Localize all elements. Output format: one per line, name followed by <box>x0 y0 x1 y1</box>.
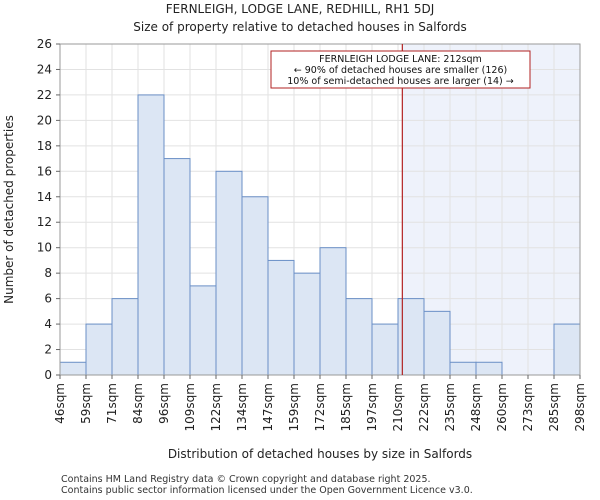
y-tick-label: 6 <box>44 292 52 306</box>
footer-licence: Contains public sector information licen… <box>61 485 473 496</box>
y-tick-label: 10 <box>37 241 52 255</box>
histogram-bar <box>85 323 113 376</box>
x-tick-label: 248sqm <box>469 383 483 431</box>
x-tick-label: 59sqm <box>79 383 93 424</box>
histogram-bar <box>319 247 347 376</box>
x-tick-label: 172sqm <box>313 383 327 431</box>
histogram-bar <box>215 170 243 376</box>
histogram-bar <box>189 285 217 376</box>
x-tick-label: 222sqm <box>417 383 431 431</box>
x-tick-label: 71sqm <box>105 383 119 424</box>
x-tick-label: 210sqm <box>391 383 405 431</box>
histogram-bar <box>163 158 191 376</box>
x-tick-label: 84sqm <box>131 383 145 424</box>
x-tick-label: 235sqm <box>443 383 457 431</box>
x-tick-label: 285sqm <box>547 383 561 431</box>
y-tick-label: 20 <box>37 113 52 127</box>
x-tick-label: 159sqm <box>287 383 301 431</box>
histogram-bar <box>111 298 139 376</box>
y-tick-label: 12 <box>37 215 52 229</box>
y-tick-label: 26 <box>37 37 52 51</box>
y-tick-label: 14 <box>37 190 52 204</box>
x-tick-label: 185sqm <box>339 383 353 431</box>
y-tick-label: 18 <box>37 139 52 153</box>
x-tick-label: 46sqm <box>53 383 67 424</box>
histogram-bar <box>345 298 373 376</box>
chart-title: FERNLEIGH, LODGE LANE, REDHILL, RH1 5DJ <box>165 2 435 16</box>
histogram-bar <box>267 259 295 376</box>
histogram-bar <box>553 323 581 376</box>
histogram-bar <box>371 323 399 376</box>
x-tick-label: 298sqm <box>573 383 587 431</box>
histogram-bar <box>449 361 477 376</box>
y-tick-label: 24 <box>37 62 52 76</box>
annotation-line: 10% of semi-detached houses are larger (… <box>287 76 514 87</box>
y-tick-label: 4 <box>44 317 52 331</box>
x-tick-label: 96sqm <box>157 383 171 424</box>
x-tick-label: 273sqm <box>521 383 535 431</box>
y-tick-label: 2 <box>44 343 52 357</box>
histogram-bar <box>293 272 321 376</box>
histogram-bar <box>137 94 165 376</box>
y-tick-label: 0 <box>44 368 52 382</box>
y-tick-label: 16 <box>37 164 52 178</box>
y-tick-label: 22 <box>37 88 52 102</box>
x-tick-label: 147sqm <box>261 383 275 431</box>
x-tick-label: 134sqm <box>235 383 249 431</box>
histogram-bar <box>59 361 87 376</box>
annotation-line: ← 90% of detached houses are smaller (12… <box>294 65 507 76</box>
x-axis-label: Distribution of detached houses by size … <box>168 447 472 461</box>
chart-subtitle: Size of property relative to detached ho… <box>133 20 467 34</box>
histogram-bar <box>241 196 269 376</box>
annotation-box <box>270 50 531 89</box>
footer-copyright: Contains HM Land Registry data © Crown c… <box>61 474 431 485</box>
histogram-bar <box>475 361 503 376</box>
annotation-line: FERNLEIGH LODGE LANE: 212sqm <box>319 54 482 65</box>
x-tick-label: 109sqm <box>183 383 197 431</box>
histogram-bar <box>423 310 451 376</box>
y-tick-label: 8 <box>44 266 52 280</box>
y-axis-label: Number of detached properties <box>2 115 16 304</box>
x-tick-label: 260sqm <box>495 383 509 431</box>
x-tick-label: 197sqm <box>365 383 379 431</box>
x-tick-label: 122sqm <box>209 383 223 431</box>
